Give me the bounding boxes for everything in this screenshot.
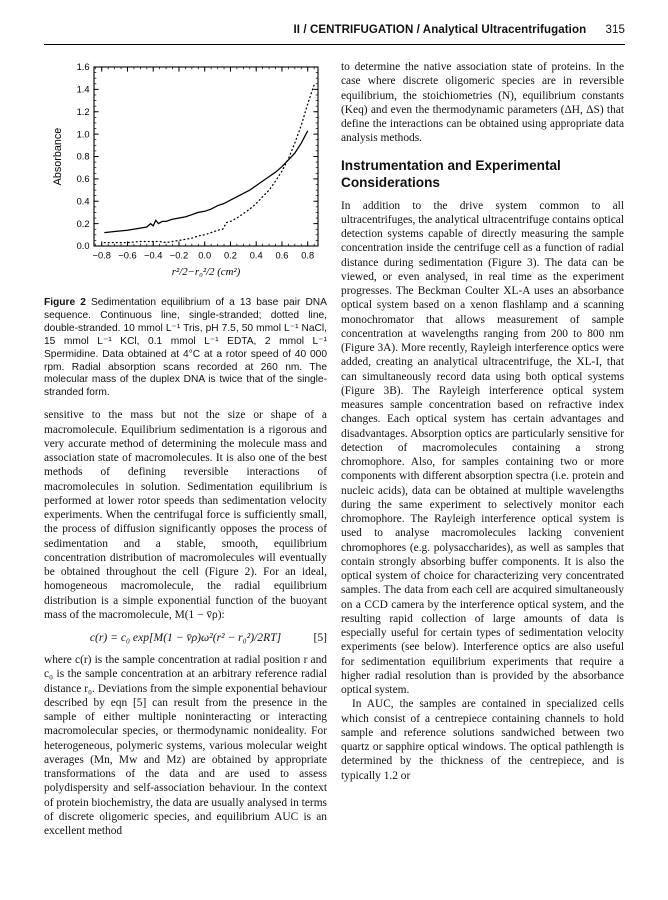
figure-caption-label: Figure 2 bbox=[44, 297, 86, 308]
left-column: −0.8 −0.6 −0.4 −0.2 0.0 0.2 0.4 0.6 0.8 0.0 0.2 0.4… bbox=[44, 60, 327, 838]
x-tick-labels: −0.8 −0.6 −0.4 −0.2 0.0 0.2 0.4 0.6 0.8 bbox=[93, 251, 315, 261]
svg-text:1.2: 1.2 bbox=[77, 107, 90, 117]
figure-2: −0.8 −0.6 −0.4 −0.2 0.0 0.2 0.4 0.6 0.8 0.0 0.2 0.4… bbox=[44, 60, 327, 400]
right-column: to determine the native association stat… bbox=[341, 60, 624, 838]
equation-5: c(r) = c₀ exp[M(1 − v̄ρ)ω²(r² − r₀²)/2RT… bbox=[44, 631, 327, 644]
header-rule bbox=[44, 44, 625, 45]
minor-ticks bbox=[94, 67, 318, 246]
svg-text:0.2: 0.2 bbox=[77, 219, 90, 229]
svg-text:0.4: 0.4 bbox=[77, 196, 90, 206]
running-title: II / CENTRIFUGATION / Analytical Ultrace… bbox=[293, 24, 587, 36]
svg-text:0.2: 0.2 bbox=[224, 251, 237, 261]
equation-number: [5] bbox=[313, 631, 327, 644]
plot-frame bbox=[93, 66, 319, 247]
running-head: II / CENTRIFUGATION / Analytical Ultrace… bbox=[44, 24, 625, 36]
body-paragraph: sensitive to the mass but not the size o… bbox=[44, 409, 327, 621]
chart-svg: −0.8 −0.6 −0.4 −0.2 0.0 0.2 0.4 0.6 0.8 0.0 0.2 0.4… bbox=[52, 62, 319, 278]
svg-text:−0.4: −0.4 bbox=[144, 251, 162, 261]
sedimentation-equilibrium-chart: −0.8 −0.6 −0.4 −0.2 0.0 0.2 0.4 0.6 0.8 0.0 0.2 0.4… bbox=[44, 60, 327, 292]
two-column-layout: −0.8 −0.6 −0.4 −0.2 0.0 0.2 0.4 0.6 0.8 0.0 0.2 0.4… bbox=[44, 60, 625, 838]
body-paragraph: to determine the native association stat… bbox=[341, 61, 624, 145]
y-tick-labels: 0.0 0.2 0.4 0.6 0.8 1.0 1.2 1.4 1.6 bbox=[77, 62, 90, 251]
body-paragraph: In addition to the drive system common t… bbox=[341, 199, 624, 697]
svg-text:−0.6: −0.6 bbox=[118, 251, 136, 261]
equation-body: c(r) = c₀ exp[M(1 − v̄ρ)ω²(r² − r₀²)/2RT… bbox=[89, 631, 282, 644]
major-ticks bbox=[94, 66, 318, 247]
body-paragraph: In AUC, the samples are contained in spe… bbox=[341, 698, 624, 782]
svg-text:0.0: 0.0 bbox=[198, 251, 211, 261]
series-line-double-stranded bbox=[103, 84, 315, 244]
series-line-single-stranded bbox=[104, 130, 309, 234]
svg-text:−0.8: −0.8 bbox=[93, 251, 111, 261]
figure-caption-text: Sedimentation equilibrium of a 13 base p… bbox=[44, 297, 327, 399]
svg-text:0.8: 0.8 bbox=[77, 152, 90, 162]
svg-text:0.0: 0.0 bbox=[77, 241, 90, 251]
svg-text:0.8: 0.8 bbox=[301, 251, 314, 261]
svg-text:0.4: 0.4 bbox=[250, 251, 263, 261]
figure-2-caption: Figure 2 Sedimentation equilibrium of a … bbox=[44, 297, 327, 400]
svg-text:1.0: 1.0 bbox=[77, 129, 90, 139]
x-axis-label: r²/2−r₀²/2 (cm²) bbox=[172, 266, 241, 278]
svg-text:1.6: 1.6 bbox=[77, 62, 90, 72]
svg-text:0.6: 0.6 bbox=[77, 174, 90, 184]
svg-text:1.4: 1.4 bbox=[77, 85, 90, 95]
svg-text:0.6: 0.6 bbox=[275, 251, 288, 261]
body-paragraph: where c(r) is the sample concentration a… bbox=[44, 654, 327, 837]
y-axis-label: Absorbance bbox=[52, 128, 64, 186]
page-number: 315 bbox=[605, 24, 625, 36]
section-heading: Instrumentation and Experimental Conside… bbox=[341, 157, 561, 190]
svg-text:−0.2: −0.2 bbox=[170, 251, 188, 261]
